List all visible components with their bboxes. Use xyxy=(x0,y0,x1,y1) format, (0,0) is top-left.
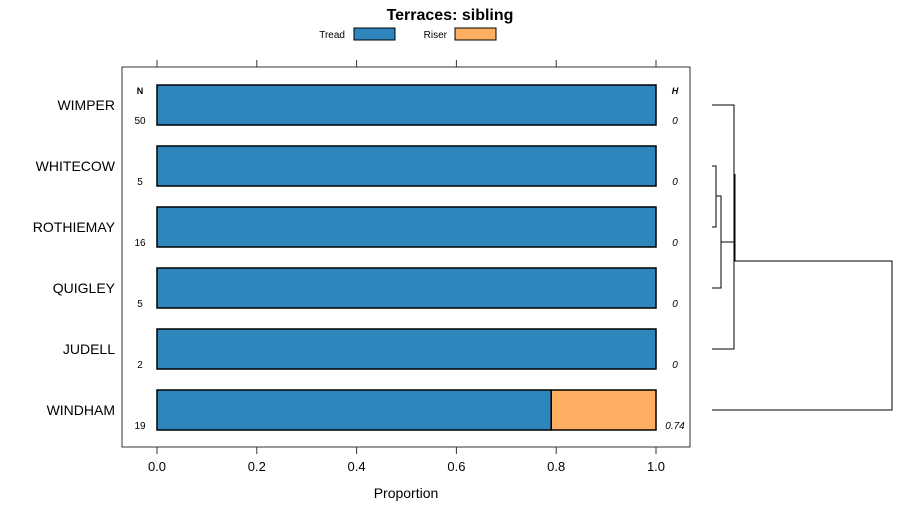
x-tick-label: 0.8 xyxy=(547,459,565,474)
category-label: WHITECOW xyxy=(36,158,116,174)
x-tick-label: 0.4 xyxy=(348,459,366,474)
plot-frame xyxy=(121,66,691,448)
n-column-header: N xyxy=(137,86,144,96)
h-value: 0 xyxy=(672,299,678,310)
bar-segment-riser xyxy=(550,389,657,431)
h-value: 0 xyxy=(672,238,678,249)
category-label: WINDHAM xyxy=(47,402,115,418)
bar-segment-tread xyxy=(156,389,552,431)
h-column-header: H xyxy=(672,86,679,96)
h-value: 0 xyxy=(672,177,678,188)
n-value: 50 xyxy=(134,116,146,127)
x-tick-label: 0.6 xyxy=(447,459,465,474)
n-value: 5 xyxy=(137,299,143,310)
h-value: 0 xyxy=(672,360,678,371)
bar-segment-tread xyxy=(156,267,657,309)
legend-label-tread: Tread xyxy=(319,30,345,41)
dendrogram xyxy=(712,104,893,411)
n-value: 2 xyxy=(137,360,143,371)
category-label: ROTHIEMAY xyxy=(33,219,116,235)
x-tick-label: 0.0 xyxy=(148,459,166,474)
legend: Tread Riser xyxy=(319,27,497,41)
legend-swatch-riser xyxy=(454,27,497,41)
legend-label-riser: Riser xyxy=(424,30,448,41)
category-label: WIMPER xyxy=(57,97,115,113)
bar-segment-tread xyxy=(156,328,657,370)
bar-segment-tread xyxy=(156,206,657,248)
category-label: QUIGLEY xyxy=(53,280,116,296)
n-value: 19 xyxy=(134,421,146,432)
legend-swatch-tread xyxy=(353,27,396,41)
n-value: 5 xyxy=(137,177,143,188)
x-tick-label: 0.2 xyxy=(248,459,266,474)
bar-segment-tread xyxy=(156,84,657,126)
h-value: 0 xyxy=(672,116,678,127)
chart-title: Terraces: sibling xyxy=(387,7,514,24)
h-value: 0.74 xyxy=(665,421,685,432)
bar-segment-tread xyxy=(156,145,657,187)
x-tick-label: 1.0 xyxy=(647,459,665,474)
n-value: 16 xyxy=(134,238,146,249)
x-axis-label: Proportion xyxy=(374,485,439,501)
category-label: JUDELL xyxy=(63,341,115,357)
